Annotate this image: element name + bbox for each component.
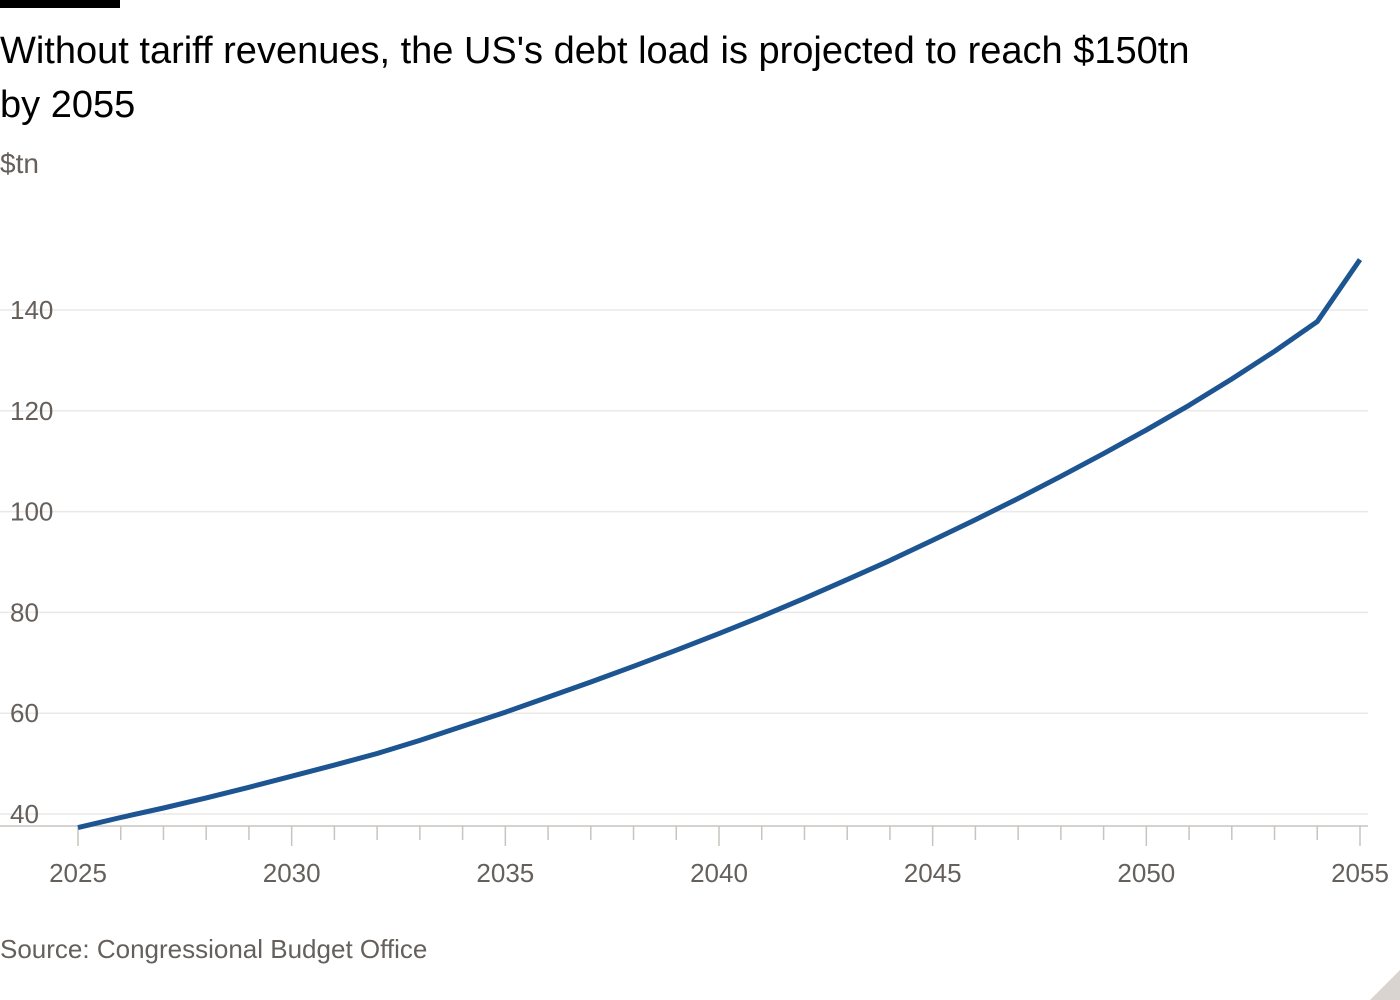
x-axis-tick-labels: 2025 2030 2035 2040 2045 2050 2055 [49,858,1389,888]
top-accent-bar [0,0,120,8]
y-axis-unit-label: $tn [0,148,39,179]
x-axis [0,825,1368,846]
x-tick-label-2040: 2040 [690,858,748,888]
x-tick-label-2050: 2050 [1117,858,1175,888]
chart-title: Without tariff revenues, the US's debt l… [0,30,1190,126]
y-tick-label-140: 140 [10,295,53,325]
x-tick-label-2045: 2045 [904,858,962,888]
x-tick-label-2035: 2035 [476,858,534,888]
y-tick-label-80: 80 [10,597,39,627]
y-tick-label-100: 100 [10,497,53,527]
y-tick-label-40: 40 [10,799,39,829]
y-tick-label-120: 120 [10,396,53,426]
y-axis-tick-labels: 40 60 80 100 120 140 [10,295,53,829]
source-note: Source: Congressional Budget Office [0,934,428,964]
x-tick-label-2055: 2055 [1331,858,1389,888]
series-layer [77,258,1363,831]
gridlines [0,309,1368,815]
x-tick-label-2025: 2025 [49,858,107,888]
y-tick-label-60: 60 [10,698,39,728]
corner-fold-decoration [1370,970,1400,1000]
series-line-0 [77,258,1363,831]
x-tick-label-2030: 2030 [263,858,321,888]
